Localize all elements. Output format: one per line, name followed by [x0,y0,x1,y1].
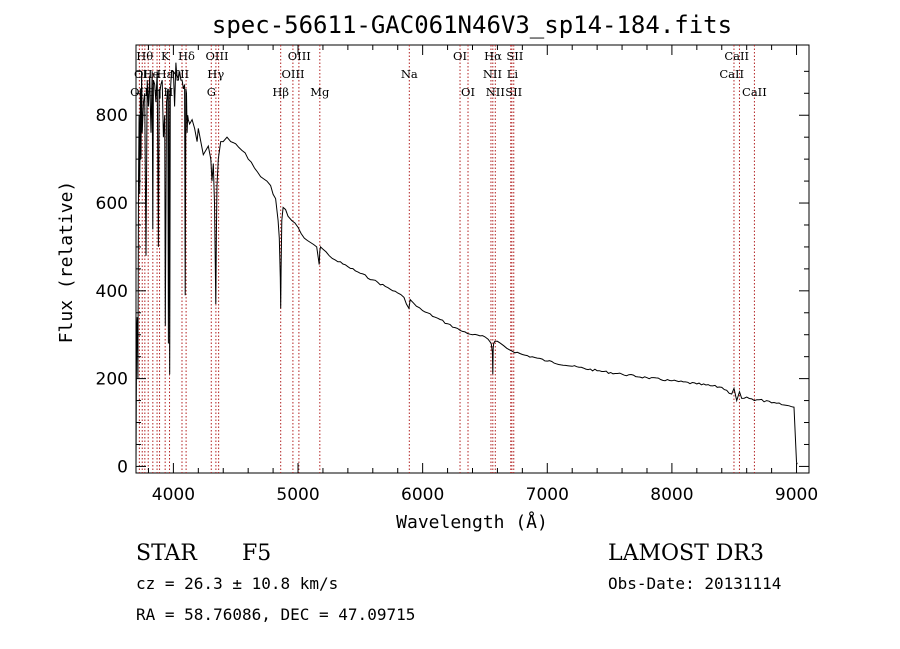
line-label: Hγ [207,67,224,81]
line-label: SII [505,85,522,99]
line-label: NII [486,85,505,99]
line-label: Hα [484,49,502,63]
line-label: K [161,49,170,63]
x-tick-label: 4000 [152,485,195,505]
x-tick-label: 8000 [650,485,693,505]
line-label: Hε [157,67,173,81]
spectrum-line [135,62,798,467]
x-tick-label: 9000 [775,485,818,505]
line-label: OIII [205,49,228,63]
line-label: CaII [742,85,767,99]
line-label: OIII [282,67,305,81]
line-label: OI [461,85,475,99]
x-tick-label: 7000 [526,485,569,505]
line-label: Hδ [178,49,195,63]
chart-title: spec-56611-GAC061N46V3_sp14-184.fits [212,11,732,39]
x-tick-label: 5000 [276,485,319,505]
observation-date: Obs-Date: 20131114 [608,574,781,593]
axis-ticks: 4000 5000 6000 7000 8000 9000 0 200 400 600 800 [96,45,818,505]
line-label: SII [506,49,523,63]
y-tick-label: 800 [96,106,128,126]
line-label: Mg [310,85,330,99]
x-tick-label: 6000 [401,485,444,505]
x-axis-label: Wavelength (Å) [396,511,548,533]
y-axis-label: Flux (relative) [56,181,77,344]
spectral-line-markers [138,45,755,473]
object-subclass: F5 [242,541,271,566]
line-label: NII [483,67,502,81]
y-tick-label: 200 [96,370,128,390]
line-label: G [207,85,216,99]
line-label: H [163,85,173,99]
line-label: Hθ [136,49,153,63]
survey-name: LAMOST DR3 [608,541,764,566]
y-tick-label: 600 [96,194,128,214]
line-label: CaII [724,49,749,63]
line-label: OI [134,67,148,81]
line-label: CaII [719,67,744,81]
y-tick-label: 400 [96,282,128,302]
y-tick-label: 0 [117,457,128,477]
line-label: He [143,67,160,81]
line-label: Na [401,67,418,81]
line-label: Li [507,67,519,81]
redshift-velocity: cz = 26.3 ± 10.8 km/s [136,574,338,593]
object-class: STAR [136,541,198,566]
coordinates: RA = 58.76086, DEC = 47.09715 [136,605,415,624]
line-label: Hβ [272,85,289,99]
plot-frame [135,44,810,474]
line-label: OI [453,49,467,63]
line-label: OIII [288,49,311,63]
